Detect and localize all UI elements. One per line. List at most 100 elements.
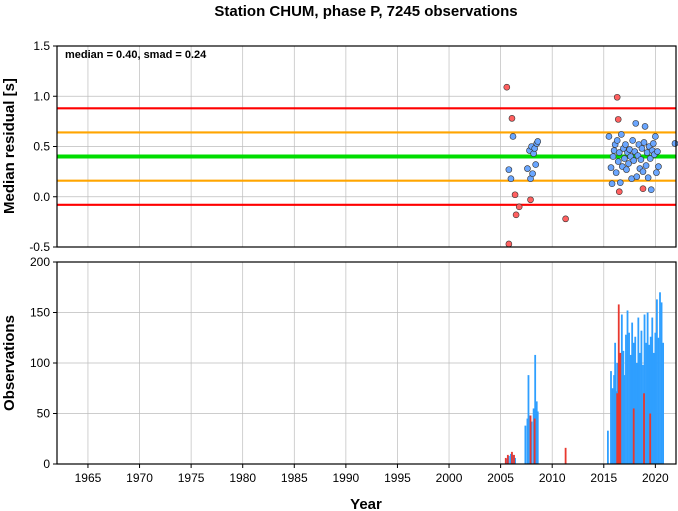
observation-bar-red [511,451,513,464]
residual-point-blue [644,174,652,181]
observation-bar-blue [625,334,627,464]
observation-bar-blue [631,322,634,464]
residual-point-blue [524,165,531,172]
observation-bar-blue [614,342,617,464]
residual-point-blue [625,160,632,167]
year-x-tick-label: 2005 [487,471,514,485]
observation-bar-blue [643,314,646,464]
observation-bar-blue [648,344,651,464]
residual-point-blue [633,173,641,180]
year-x-tick-label: 1965 [75,471,102,485]
observations-y-tick-label: 200 [30,255,50,269]
observation-bar-blue [510,453,512,464]
observation-bar-red [533,418,536,464]
observations-panel: 0 50 100 150 200 1965 1970 1975 1980 1985 1990 199… [1,255,677,511]
residual-panel: -0.5 0.0 0.5 1.0 1.5 median = 0.40, smad = 0… [1,39,678,254]
observation-bar-blue [505,458,508,464]
year-x-tick-label: 1995 [384,471,411,485]
observation-bar-red [529,415,532,464]
observation-bar-red [506,454,509,464]
observation-bar-blue [659,292,661,464]
observation-bar-blue [610,371,612,464]
observations-y-axis-label: Observations [1,315,18,411]
residual-stats-annotation: median = 0.40, smad = 0.24 [65,49,207,61]
observation-bar-blue [638,352,641,464]
observation-bar-blue [622,350,625,464]
observation-bar-blue [524,425,527,464]
residual-point-red [503,83,511,91]
observation-bar-blue [656,299,658,464]
residual-point-blue [646,155,654,162]
residual-point-blue [655,163,662,170]
observation-bar-red [632,408,635,464]
observation-bar-blue [652,352,655,464]
observations-y-tick-label: 100 [30,356,50,370]
residual-y-axis-label: Median residual [s] [1,78,18,214]
observation-bar-red [616,393,619,464]
residual-point-blue [532,161,539,168]
year-x-tick-label: 1980 [229,471,256,485]
observation-bar-blue [634,336,637,464]
residual-point-blue [637,156,645,163]
residual-point-red [639,185,647,193]
residual-point-blue [638,145,646,152]
residual-y-tick-label: -0.5 [29,240,50,254]
residual-point-blue [505,166,513,173]
residual-point-red [615,188,623,196]
observation-bar-blue [527,375,530,464]
residual-point-blue [622,141,629,148]
observation-bar-blue [507,455,510,464]
observation-bar-blue [526,418,529,464]
year-x-tick-label: 1975 [178,471,205,485]
residual-reference-lines [57,107,676,206]
observation-bar-blue [534,354,537,464]
residual-point-blue [612,169,620,176]
observation-bar-blue [635,363,638,464]
residual-point-blue [629,137,636,144]
observation-bar-blue [512,454,514,464]
observation-bar-blue [646,312,649,464]
observation-bar-blue [611,388,614,464]
residual-point-blue [647,186,655,194]
year-x-axis-label: Year [350,496,382,511]
residual-y-tick-label: 1.5 [33,39,50,53]
observation-bar-blue [660,302,663,464]
residual-points [503,83,678,248]
observations-y-tick-label: 150 [30,306,50,320]
observation-bar-blue [626,310,629,464]
residual-y-tick-label: 1.0 [33,89,50,103]
residual-point-blue [608,180,616,187]
observation-bar-red [619,352,622,464]
observations-y-ticks: 0 50 100 150 200 [30,255,57,471]
year-x-tick-label: 2020 [642,471,669,485]
residual-point-blue [650,140,657,147]
residual-point-blue [639,168,647,175]
residual-point-blue [607,164,615,171]
observation-bar-red [649,413,652,464]
residual-point-blue [605,133,613,140]
observation-bar-blue [536,411,539,464]
observation-bar-blue [620,314,623,464]
year-x-ticks: 1965 1970 1975 1980 1985 1990 1995 2000 2005 2010… [75,464,669,485]
residual-point-blue [616,179,624,186]
observation-bar-red [617,304,620,464]
observation-bar-blue [649,336,652,464]
observation-bar-red [504,457,507,464]
observation-bar-blue [607,430,609,464]
residual-point-blue [507,175,515,182]
residual-point-blue [613,137,621,144]
observation-bar-blue [514,457,516,464]
residual-point-blue [630,157,638,164]
observations-y-tick-label: 50 [37,407,51,421]
observations-bars [504,292,665,464]
residual-point-blue [534,138,542,145]
residual-point-red [505,240,513,248]
residual-y-tick-label: 0.5 [33,140,50,154]
residual-point-blue [642,162,650,169]
observation-bar-blue [662,342,665,464]
residual-point-blue [529,170,536,177]
residual-point-blue [614,158,622,165]
observation-bar-blue [651,317,654,464]
year-x-tick-label: 1970 [126,471,153,485]
